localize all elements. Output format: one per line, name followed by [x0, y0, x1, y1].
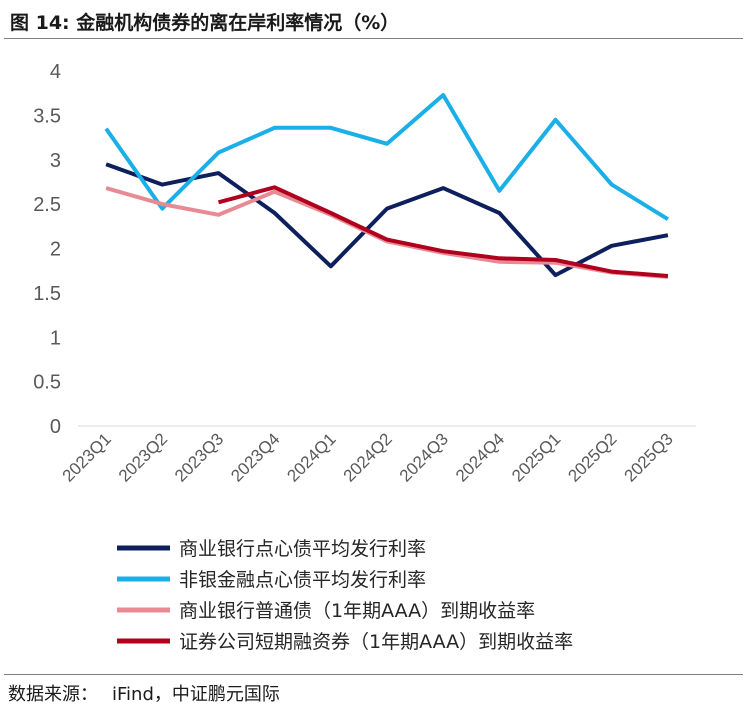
- x-tick-label: 2023Q2: [115, 429, 171, 485]
- line-chart: 0 0.5 1 1.5 2 2.5 3 3.5 4 2023Q1 2023Q2 2023Q3 2023…: [33, 61, 696, 653]
- legend-label-2: 非银金融点心债平均发行利率: [179, 569, 426, 591]
- y-tick-label: 1: [50, 327, 61, 349]
- figure-header: 图 14: 金融机构债券的离在岸利率情况（%）: [0, 0, 747, 40]
- legend-label-4: 证券公司短期融资券（1年期AAA）到期收益率: [179, 631, 573, 653]
- y-tick-label: 0.5: [33, 372, 61, 394]
- legend-label-3: 商业银行普通债（1年期AAA）到期收益率: [179, 600, 535, 622]
- x-tick-label: 2023Q4: [227, 429, 283, 485]
- series-lines: [104, 93, 669, 279]
- top-divider: [4, 38, 743, 39]
- legend-label-1: 商业银行点心债平均发行利率: [179, 538, 426, 560]
- legend: 商业银行点心债平均发行利率非银金融点心债平均发行利率商业银行普通债（1年期AAA…: [117, 538, 573, 653]
- x-tick-label: 2023Q3: [171, 429, 227, 485]
- x-tick-label: 2024Q3: [396, 429, 452, 485]
- x-tick-label: 2023Q1: [59, 429, 115, 485]
- source-text: iFind，中证鹏元国际: [112, 684, 280, 705]
- series-line-2: [104, 93, 669, 221]
- y-tick-label: 4: [50, 61, 61, 83]
- y-tick-label: 0: [50, 416, 61, 438]
- x-tick-label: 2024Q2: [340, 429, 396, 485]
- x-tick-label: 2025Q3: [621, 429, 677, 485]
- series-line-3: [105, 186, 669, 279]
- y-axis-ticks: 0 0.5 1 1.5 2 2.5 3 3.5 4: [33, 61, 61, 438]
- x-tick-label: 2024Q1: [283, 429, 339, 485]
- source-note: 数据来源： iFind，中证鹏元国际: [8, 680, 280, 706]
- y-tick-label: 2.5: [33, 194, 61, 216]
- x-tick-label: 2025Q1: [508, 429, 564, 485]
- series-line-4: [217, 185, 669, 278]
- y-tick-label: 2: [50, 239, 61, 261]
- x-axis-ticks: 2023Q1 2023Q2 2023Q3 2023Q4 2024Q1 2024Q2 2024…: [59, 429, 677, 485]
- y-tick-label: 3.5: [33, 105, 61, 127]
- y-tick-label: 1.5: [33, 283, 61, 305]
- x-tick-label: 2025Q2: [564, 429, 620, 485]
- bottom-divider: [4, 674, 743, 675]
- x-tick-label: 2024Q4: [452, 429, 508, 485]
- chart-title: 图 14: 金融机构债券的离在岸利率情况（%）: [10, 12, 400, 34]
- y-tick-label: 3: [50, 150, 61, 172]
- source-label: 数据来源：: [8, 684, 98, 705]
